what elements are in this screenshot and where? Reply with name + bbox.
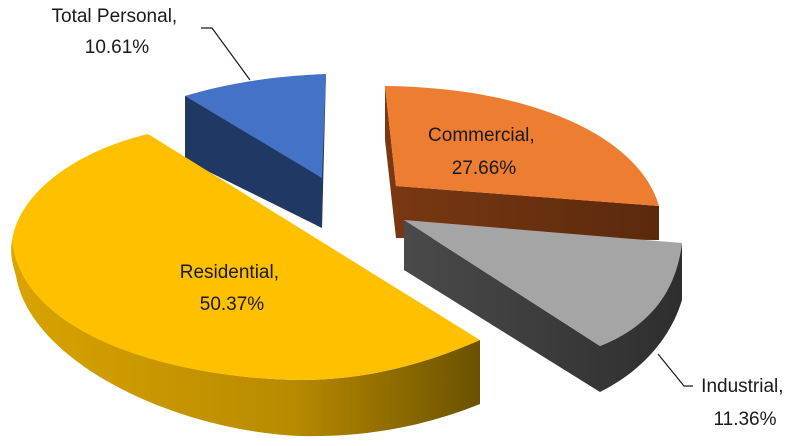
- label-industrial: Industrial, 11.36%: [701, 376, 789, 430]
- label-total-personal: Total Personal, 10.61%: [52, 6, 183, 58]
- slice-commercial: [385, 86, 659, 240]
- slice-residential-top: [12, 134, 480, 380]
- label-commercial-value: 27.66%: [452, 158, 517, 179]
- leader-line-total-personal: [201, 27, 251, 81]
- label-residential: Residential, 50.37%: [180, 262, 285, 315]
- slice-industrial: [404, 220, 682, 392]
- slice-commercial-side: [385, 86, 659, 240]
- label-residential-name: Residential,: [180, 262, 279, 283]
- label-industrial-name: Industrial,: [701, 376, 783, 397]
- label-total-personal-value: 10.61%: [85, 37, 150, 58]
- slice-industrial-top: [404, 220, 682, 346]
- label-commercial-name: Commercial,: [428, 125, 535, 146]
- label-industrial-value: 11.36%: [713, 409, 776, 430]
- slice-residential: [11, 134, 480, 437]
- slice-industrial-side: [404, 220, 682, 392]
- label-commercial: Commercial, 27.66%: [428, 125, 540, 179]
- label-residential-value: 50.37%: [200, 294, 265, 315]
- slice-commercial-top: [385, 86, 659, 206]
- label-total-personal-name: Total Personal,: [52, 6, 178, 27]
- slice-total-personal-top: [185, 74, 326, 178]
- slice-residential-side: [11, 240, 480, 437]
- leader-line-industrial: [657, 353, 693, 387]
- slice-total-personal: [185, 74, 326, 228]
